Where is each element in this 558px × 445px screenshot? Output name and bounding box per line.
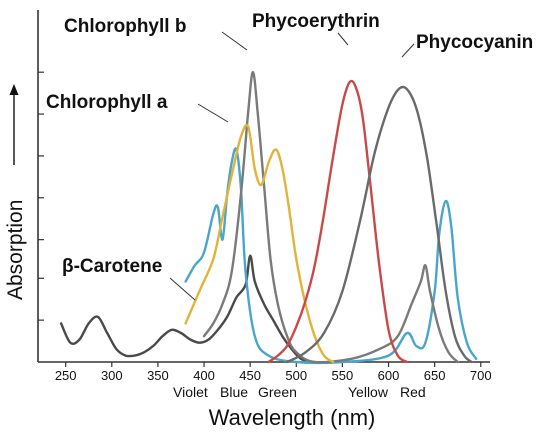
curve-phycocyanin [285,85,473,364]
label-chlorophyll-b: Chlorophyll b [64,16,186,37]
y-ticks [38,71,44,321]
x-tick-label: 500 [285,368,307,383]
region-label-green: Green [258,384,297,400]
x-tick-label: 600 [378,368,400,383]
leader-phycoerythrin [337,32,349,46]
curve-carotenoid-yellow [184,123,335,364]
x-tick-label: 250 [55,368,77,383]
spectrum-curves [59,71,478,365]
curve-carotene [59,254,312,364]
y-axis-label-group: Absorption [4,84,27,300]
x-tick-label: 450 [239,368,261,383]
x-ticks: 250 300 350 400 450 500 550 600 650 700 [55,362,492,383]
leader-beta-carotene [169,277,196,301]
label-beta-carotene: β-Carotene [62,256,162,277]
curve-chlorophyll-a [184,147,478,365]
leader-chlorophyll-b [221,31,248,51]
leader-phycocyanin [401,43,415,58]
x-tick-label: 300 [101,368,123,383]
y-axis-label: Absorption [4,200,27,300]
region-label-blue: Blue [220,384,248,400]
region-label-violet: Violet [173,384,208,400]
label-phycoerythrin: Phycoerythrin [252,11,380,32]
curve-phycoerythrin [267,79,409,364]
x-tick-label: 400 [193,368,215,383]
x-tick-label: 550 [332,368,354,383]
label-phycocyanin: Phycocyanin [416,32,533,53]
leader-chlorophyll-a [197,103,229,123]
region-label-red: Red [400,384,426,400]
x-axis-label: Wavelength (nm) [209,405,376,430]
x-tick-label: 350 [147,368,169,383]
x-tick-label: 700 [470,368,492,383]
region-label-yellow: Yellow [348,384,389,400]
x-tick-label: 650 [424,368,446,383]
curve-chlorophyll-b [202,71,459,364]
y-axis-arrowhead [9,84,19,95]
label-chlorophyll-a: Chlorophyll a [46,92,168,113]
